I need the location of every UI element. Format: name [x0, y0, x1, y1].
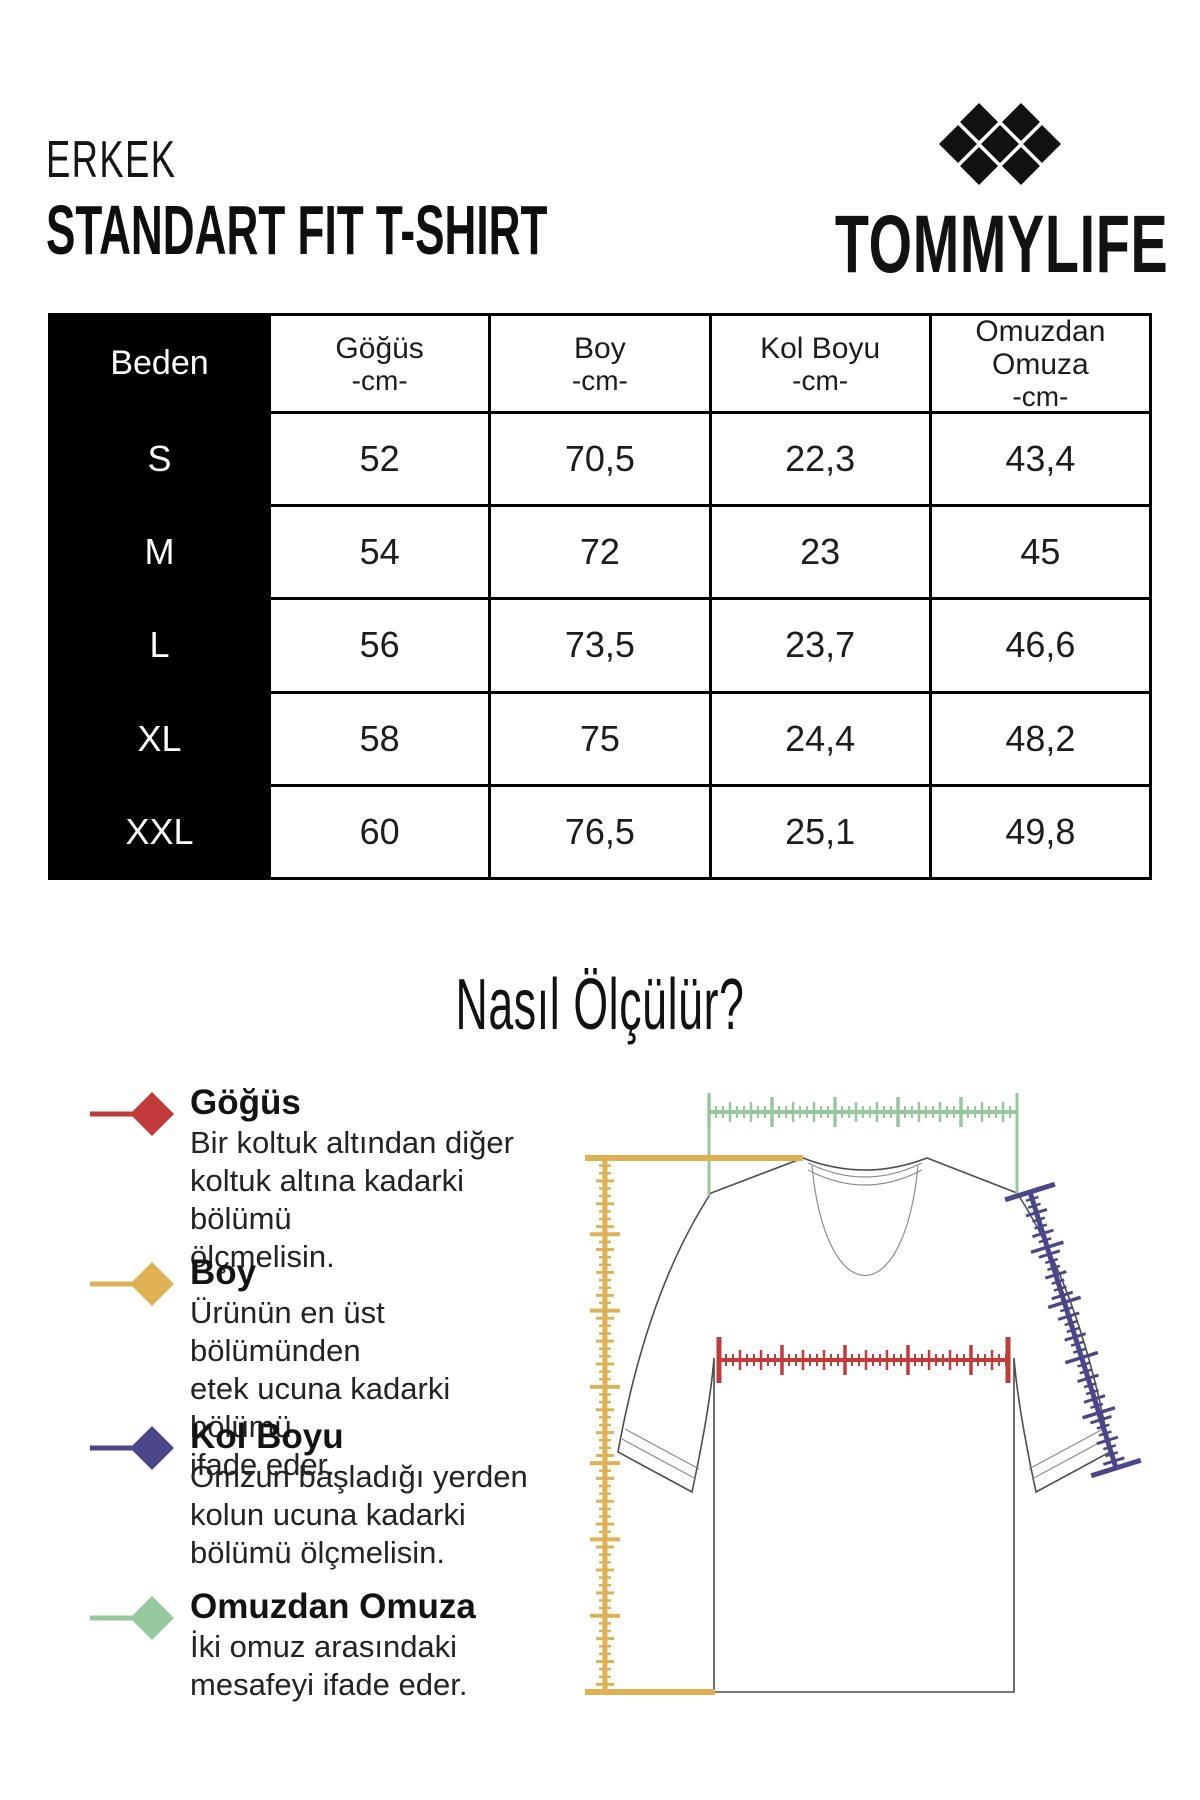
gogus-ruler — [716, 1337, 1011, 1383]
gogus-diamond-icon — [90, 1092, 174, 1136]
tshirt-outline — [617, 1157, 1111, 1693]
legend-description: Omzun başladığı yerden kolun ucuna kadar… — [190, 1459, 528, 1570]
category-label: ERKEK — [46, 131, 177, 189]
table-header-boy: Boy -cm- — [491, 316, 709, 411]
legend-item-omuzdan-omuza: Omuzdan Omuza İki omuz arasındaki mesafe… — [88, 1586, 528, 1704]
brand-wordmark: TOMMYLIFE — [834, 199, 1168, 290]
table-header-omuzdan-omuza: Omuzdan Omuza -cm- — [931, 315, 1149, 412]
brand-logo: TOMMYLIFE — [830, 96, 1170, 290]
table-cell: 24,4 — [711, 693, 929, 784]
table-cell: 72 — [491, 507, 709, 598]
table-header-gogus: Göğüs -cm- — [271, 316, 489, 411]
table-cell: 76,5 — [491, 786, 709, 877]
table-row-size: S — [51, 414, 268, 505]
table-row-size: XL — [51, 693, 268, 784]
boy-diamond-icon — [90, 1262, 174, 1306]
legend-title: Kol Boyu — [190, 1417, 344, 1456]
table-cell: 45 — [931, 507, 1149, 598]
table-cell: 22,3 — [711, 414, 929, 505]
table-row-size: M — [51, 507, 268, 598]
legend-description: Ürünün en üst bölümünden etek ucuna kada… — [190, 1295, 451, 1482]
legend-title: Göğüs — [190, 1083, 301, 1122]
tshirt-measurement-diagram — [585, 1093, 1142, 1695]
table-header-beden: Beden — [51, 316, 268, 411]
legend-item-boy: Boy Ürünün en üst bölümünden etek ucuna … — [88, 1252, 528, 1484]
kol-boyu-ruler — [1004, 1181, 1142, 1479]
boy-ruler — [585, 1155, 803, 1695]
howto-heading: Nasıl Ölçülür? — [455, 965, 745, 1045]
table-cell: 52 — [271, 414, 489, 505]
legend-description: İki omuz arasındaki mesafeyi ifade eder. — [190, 1629, 468, 1702]
table-row-size: L — [51, 600, 268, 691]
table-cell: 75 — [491, 693, 709, 784]
kol-boyu-diamond-icon — [90, 1426, 174, 1470]
table-cell: 60 — [271, 786, 489, 877]
legend-title: Boy — [190, 1253, 257, 1292]
legend-description: Bir koltuk altından diğer koltuk altına … — [190, 1125, 514, 1274]
table-header-kol-boyu: Kol Boyu -cm- — [711, 316, 929, 411]
table-cell: 73,5 — [491, 600, 709, 691]
omuzdan-omuza-diamond-icon — [90, 1596, 174, 1640]
table-cell: 25,1 — [711, 786, 929, 877]
size-table: Beden Göğüs -cm- Boy -cm- Kol Boyu -cm- Omu… — [48, 313, 1152, 880]
diamond-cluster-icon — [939, 103, 1061, 185]
table-cell: 56 — [271, 600, 489, 691]
table-row-size: XXL — [51, 786, 268, 877]
table-cell: 48,2 — [931, 693, 1149, 784]
table-cell: 54 — [271, 507, 489, 598]
table-cell: 46,6 — [931, 600, 1149, 691]
legend-item-kol-boyu: Kol Boyu Omzun başladığı yerden kolun uc… — [88, 1416, 528, 1572]
omuzdan-omuza-ruler — [707, 1093, 1019, 1196]
table-cell: 49,8 — [931, 786, 1149, 877]
table-cell: 58 — [271, 693, 489, 784]
page-title: STANDART FIT T-SHIRT — [46, 191, 548, 269]
legend-item-gogus: Göğüs Bir koltuk altından diğer koltuk a… — [88, 1082, 528, 1276]
table-cell: 23 — [711, 507, 929, 598]
table-cell: 43,4 — [931, 414, 1149, 505]
legend-title: Omuzdan Omuza — [190, 1587, 476, 1626]
table-cell: 70,5 — [491, 414, 709, 505]
table-cell: 23,7 — [711, 600, 929, 691]
